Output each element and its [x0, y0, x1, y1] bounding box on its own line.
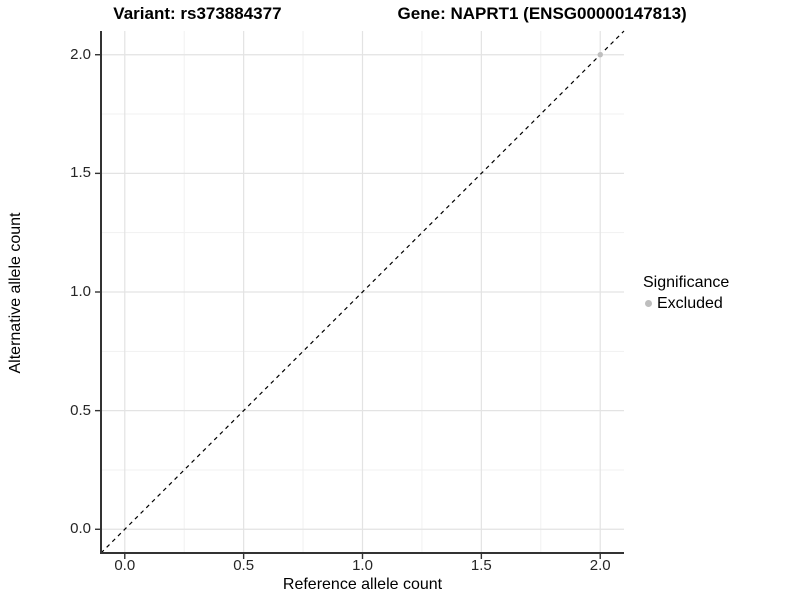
x-tick-label: 0.0: [114, 557, 136, 574]
plot-title-variant: Variant: rs373884377: [113, 4, 282, 23]
y-tick-label: 2.0: [70, 45, 91, 63]
legend-item-label: Excluded: [657, 295, 723, 312]
y-tick-label: 1.0: [70, 283, 91, 300]
y-tick-label: 0.5: [70, 401, 91, 419]
y-axis-title: Alternative allele count: [7, 212, 24, 374]
y-tick-label: 1.5: [70, 164, 91, 182]
plot-title: Variant: rs373884377 Gene: NAPRT1 (ENSG0…: [0, 4, 800, 24]
y-tick-label: 0.0: [70, 520, 91, 538]
identity-dashed-line: [100, 30, 625, 554]
x-axis-title: Reference allele count: [282, 576, 443, 593]
legend-key-point-icon: [645, 300, 652, 307]
plot-title-gene: Gene: NAPRT1 (ENSG00000147813): [397, 4, 687, 23]
x-tick-label: 1.5: [470, 557, 492, 574]
legend-item-excluded: Excluded: [643, 294, 729, 313]
x-tick-label: 2.0: [589, 557, 611, 574]
legend: Significance Excluded: [643, 273, 729, 313]
x-tick-label: 0.5: [233, 557, 255, 574]
legend-title: Significance: [643, 274, 730, 291]
data-point-excluded: [597, 52, 603, 58]
x-tick-label: 1.0: [352, 557, 373, 574]
